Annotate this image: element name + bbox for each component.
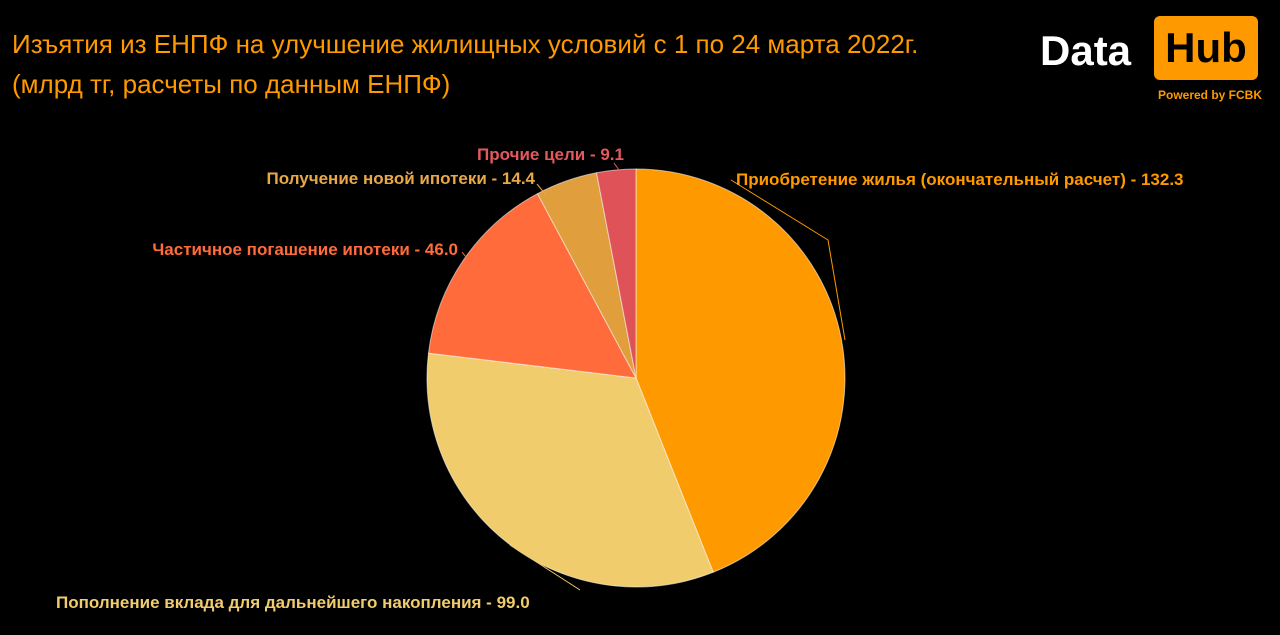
- pie-slice-1: [635, 168, 846, 573]
- leader-line-4: [536, 183, 547, 196]
- logo-word-data: Data: [1040, 27, 1132, 74]
- leader-line-2: [509, 544, 581, 591]
- logo-tagline: Powered by FCBK: [1157, 88, 1262, 102]
- pie-slices: [426, 168, 846, 588]
- chart-subtitle: (млрд тг, расчеты по данным ЕНПФ): [12, 69, 451, 99]
- pie-leader-lines: [461, 162, 846, 591]
- logo-word-hub: Hub: [1154, 16, 1258, 80]
- leader-line-3: [461, 251, 471, 263]
- datahub-logo: Data Hub Powered by FCBK: [1036, 16, 1266, 106]
- slice-label-1: Приобретение жилья (окончательный расчет…: [736, 170, 1184, 189]
- pie-labels: Приобретение жилья (окончательный расчет…: [56, 145, 1184, 612]
- slice-label-4: Получение новой ипотеки - 14.4: [267, 169, 536, 188]
- pie-slice-5: [595, 168, 637, 379]
- chart-title: Изъятия из ЕНПФ на улучшение жилищных ус…: [12, 24, 918, 104]
- chart-title-line1: Изъятия из ЕНПФ на улучшение жилищных ус…: [12, 29, 919, 59]
- leader-line-5: [613, 162, 620, 171]
- slice-label-2: Пополнение вклада для дальнейшего накопл…: [56, 593, 530, 612]
- leader-line-1: [730, 179, 846, 341]
- slice-label-3: Частичное погашение ипотеки - 46.0: [152, 240, 458, 259]
- pie-slice-3: [427, 193, 637, 379]
- slice-label-5: Прочие цели - 9.1: [477, 145, 624, 164]
- pie-slice-2: [426, 352, 714, 588]
